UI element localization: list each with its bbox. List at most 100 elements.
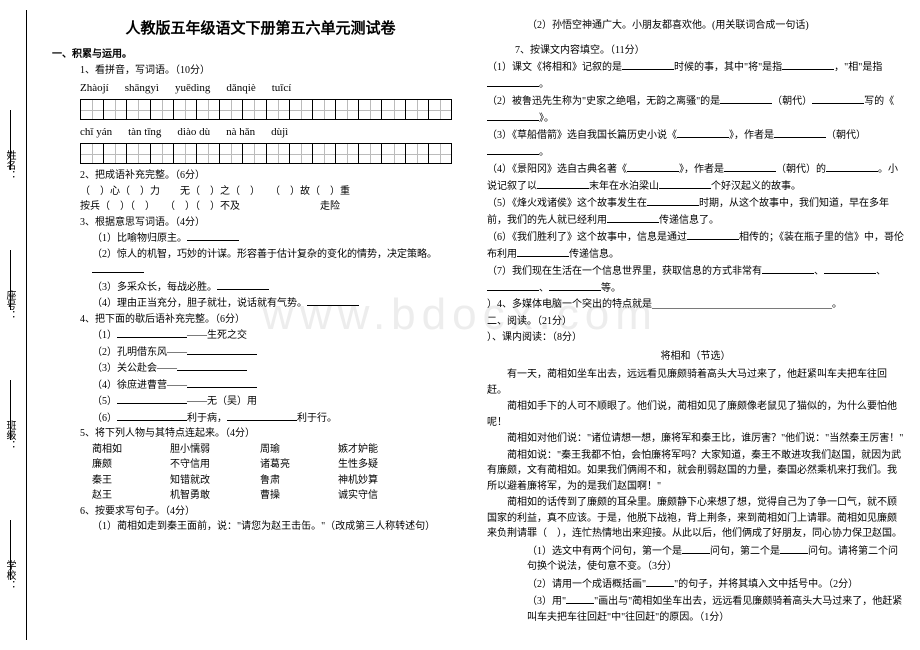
grid-cell xyxy=(312,144,335,164)
q2-line-1: 按兵（ ）（ ） （ ）（ ）不及 走险 xyxy=(52,199,469,215)
grid-cell xyxy=(127,144,150,164)
passage-title: 将相和（节选） xyxy=(487,349,904,365)
q6-1: （1）蔺相如走到秦王面前，说："请您为赵王击缶。"（改成第三人称转述句） xyxy=(52,519,469,535)
match-row: 秦王知错就改鲁肃神机妙算 xyxy=(92,473,469,489)
grid-cell xyxy=(428,100,451,120)
grid-cell xyxy=(173,100,196,120)
section-1-head: 一、积累与运用。 xyxy=(52,47,469,63)
match-row: 赵王机智勇敢曹操诚实守信 xyxy=(92,488,469,504)
q4-item: （2）孔明借东风—— xyxy=(52,344,469,361)
binding-column: 学校：班级：座号：姓名： xyxy=(0,0,48,650)
q3-item: （2）惊人的机智，巧妙的计谋。形容善于估计复杂的变化的情势，决定策略。 xyxy=(52,247,469,279)
q4-item: （5）——无（吴）用 xyxy=(52,393,469,410)
grid-cell xyxy=(243,144,266,164)
q7: 7、按课文内容填空。（11分） xyxy=(487,43,904,59)
pinyin-word: dùjì xyxy=(271,124,288,141)
grid-cell xyxy=(359,100,382,120)
q6: 6、按要求写句子。（4分） xyxy=(52,504,469,520)
grid-cell xyxy=(266,100,289,120)
grid-cell xyxy=(336,144,359,164)
binding-underline xyxy=(10,250,11,310)
q3-item: （3）多采众长，每战必胜。 xyxy=(52,279,469,296)
passage-para: 蔺相如手下的人可不顺眼了。他们说，蔺相如见了廉颇像老鼠见了猫似的，为什么要怕他呢… xyxy=(487,399,904,430)
tianzige-1 xyxy=(80,99,452,120)
q7-item: （5）《烽火戏诸侯》这个故事发生在时期，从这个故事中，我们知道，早在多年前，我们… xyxy=(487,195,904,228)
q1: 1、看拼音，写词语。（10分） xyxy=(52,63,469,79)
reading-question: （1）选文中有两个问句，第一个是问句，第二个是问句。请将第二个问句换个说法，使句… xyxy=(487,543,904,575)
grid-cell xyxy=(382,144,405,164)
q4-item: （6）利于病，利于行。 xyxy=(52,410,469,427)
pinyin-row-2: chǐ yántàn tīngdiào dùnà hǎndùjì xyxy=(52,124,469,141)
q4-item: （3）关公赴会—— xyxy=(52,360,469,377)
grid-cell xyxy=(81,100,104,120)
grid-cell xyxy=(336,100,359,120)
grid-cell xyxy=(104,144,127,164)
passage-para: 有一天，蔺相如坐车出去，远远看见廉颇骑着高头大马过来了，他赶紧叫车夫把车往回赶。 xyxy=(487,367,904,398)
grid-cell xyxy=(405,100,428,120)
reading-question: （2）请用一个成语概括画""的句子，并将其填入文中括号中。（2分） xyxy=(487,576,904,593)
grid-cell xyxy=(150,144,173,164)
match-block: 蔺相如胆小懦弱周瑜嫉才妒能廉颇不守信用诸葛亮生性多疑秦王知错就改鲁肃神机妙算赵王… xyxy=(52,442,469,504)
r-q1: ）、课内阅读：（8分） xyxy=(487,330,904,346)
grid-cell xyxy=(81,144,104,164)
passage-para: 蔺相如对他们说："诸位请想一想，廉将军和秦王比，谁厉害？"他们说："当然秦王厉害… xyxy=(487,431,904,447)
passage-para: 蔺相如说："秦王我都不怕，会怕廉将军吗？大家知道，秦王不敢进攻我们赵国，就因为武… xyxy=(487,448,904,495)
grid-cell xyxy=(173,144,196,164)
q5: 5、将下列人物与其特点连起来。（4分） xyxy=(52,426,469,442)
tianzige-2 xyxy=(80,143,452,164)
q7-extra: ）4、多媒体电脑一个突出的特点就是_______________________… xyxy=(487,297,904,313)
grid-cell xyxy=(405,144,428,164)
grid-cell xyxy=(196,144,219,164)
match-row: 蔺相如胆小懦弱周瑜嫉才妒能 xyxy=(92,442,469,458)
binding-underline xyxy=(10,110,11,170)
left-column: 人教版五年级语文下册第五六单元测试卷 一、积累与运用。 1、看拼音，写词语。（1… xyxy=(52,18,469,640)
q7-item: （4）《景阳冈》选自古典名著《》，作者是（朝代）的。小说记叙了以末年在水泊梁山个… xyxy=(487,161,904,194)
grid-cell xyxy=(104,100,127,120)
q2-line-0: （ ）心（ ）力 无（ ）之（ ） （ ）故（ ）重 xyxy=(52,184,469,200)
grid-cell xyxy=(266,144,289,164)
q7-item: （2）被鲁迅先生称为"史家之绝唱，无韵之离骚"的是（朝代）写的《》。 xyxy=(487,93,904,126)
q3-item: （4）理由正当充分，胆子就壮，说话就有气势。 xyxy=(52,295,469,312)
grid-cell xyxy=(289,144,312,164)
q7-item: （6）《我们胜利了》这个故事中，信息是通过相传的；《装在瓶子里的信》中，哥伦布利… xyxy=(487,229,904,262)
right-column: （2）孙悟空神通广大。小朋友都喜欢他。(用关联词合成一句话) 7、按课文内容填空… xyxy=(487,18,904,640)
q7-item: （3）《草船借箭》选自我国长篇历史小说《》，作者是（朝代）。 xyxy=(487,127,904,160)
pinyin-word: dǎnqiè xyxy=(226,80,255,97)
pinyin-word: tuīcí xyxy=(272,80,292,97)
grid-cell xyxy=(312,100,335,120)
pinyin-word: Zhàojí xyxy=(80,80,109,97)
pinyin-row-1: Zhàojí shāngyì yuēdìng dǎnqiè tuīcí xyxy=(52,80,469,97)
grid-cell xyxy=(150,100,173,120)
grid-cell xyxy=(196,100,219,120)
passage-para: 蔺相如的话传到了廉颇的耳朵里。廉颇静下心来想了想，觉得自己为了争一口气，就不顾国… xyxy=(487,495,904,542)
pinyin-word: shāngyì xyxy=(125,80,159,97)
grid-cell xyxy=(382,100,405,120)
section-2-head: 二、阅读。（21分） xyxy=(487,314,904,330)
grid-cell xyxy=(127,100,150,120)
grid-cell xyxy=(220,100,243,120)
reading-question: （3）用""画出与"蔺相如坐车出去，远远看见廉颇骑着高头大马过来了，他赶紧叫车夫… xyxy=(487,593,904,625)
q2: 2、把成语补充完整。（6分） xyxy=(52,168,469,184)
pinyin-word: nà hǎn xyxy=(226,124,255,141)
q4-item: （4）徐庶进曹营—— xyxy=(52,377,469,394)
grid-cell xyxy=(243,100,266,120)
q4-item: （1）——生死之交 xyxy=(52,327,469,344)
pinyin-word: tàn tīng xyxy=(128,124,161,141)
grid-cell xyxy=(289,100,312,120)
q3: 3、根据意思写词语。（4分） xyxy=(52,215,469,231)
binding-underline xyxy=(10,380,11,440)
match-row: 廉颇不守信用诸葛亮生性多疑 xyxy=(92,457,469,473)
pinyin-word: chǐ yán xyxy=(80,124,112,141)
q7-item: （7）我们现在生活在一个信息世界里，获取信息的方式非常有、、、等。 xyxy=(487,263,904,296)
binding-underline xyxy=(10,520,11,580)
q3-item: （1）比喻物归原主。 xyxy=(52,230,469,247)
q7-item: （1）课文《将相和》记叙的是时候的事，其中"将"是指，"相"是指。 xyxy=(487,59,904,92)
content-columns: 人教版五年级语文下册第五六单元测试卷 一、积累与运用。 1、看拼音，写词语。（1… xyxy=(48,0,920,650)
grid-cell xyxy=(220,144,243,164)
binding-line xyxy=(26,10,27,640)
q6-2: （2）孙悟空神通广大。小朋友都喜欢他。(用关联词合成一句话) xyxy=(487,18,904,34)
pinyin-word: yuēdìng xyxy=(175,80,210,97)
page-title: 人教版五年级语文下册第五六单元测试卷 xyxy=(52,18,469,41)
grid-cell xyxy=(428,144,451,164)
q4: 4、把下面的歇后语补充完整。（6分） xyxy=(52,312,469,328)
